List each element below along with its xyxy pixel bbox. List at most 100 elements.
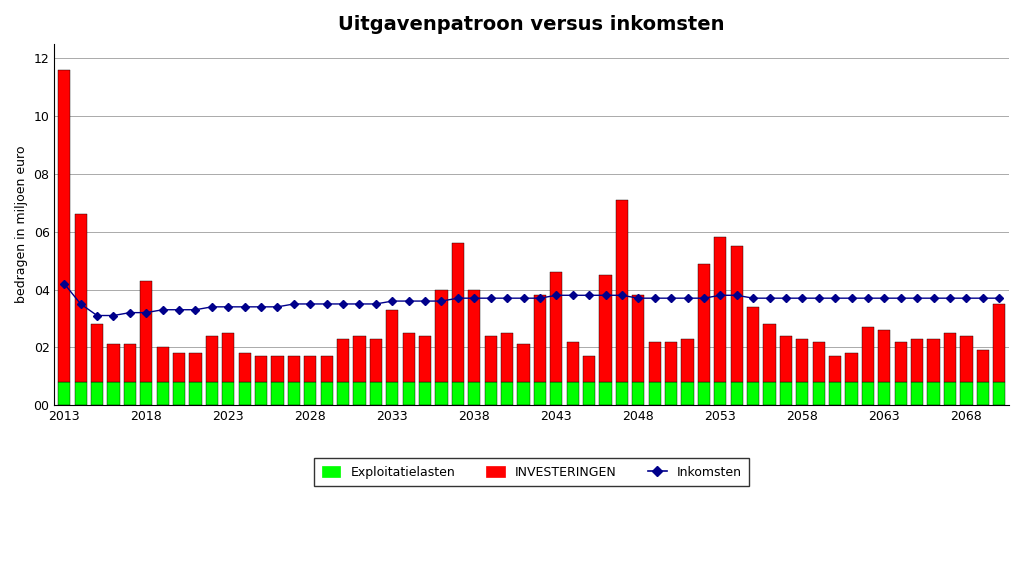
Bar — [452, 382, 464, 405]
Bar — [124, 344, 136, 382]
Bar — [746, 307, 759, 382]
Bar — [140, 281, 153, 382]
Bar — [846, 382, 858, 405]
Bar — [665, 341, 677, 382]
Bar — [632, 295, 644, 382]
Bar — [648, 382, 660, 405]
Bar — [386, 382, 398, 405]
Bar — [977, 350, 989, 382]
Bar — [353, 382, 366, 405]
Bar — [550, 382, 562, 405]
Legend: Exploitatielasten, INVESTERINGEN, Inkomsten: Exploitatielasten, INVESTERINGEN, Inkoms… — [314, 458, 750, 486]
Bar — [222, 333, 234, 382]
Bar — [501, 382, 513, 405]
Line: Inkomsten: Inkomsten — [61, 281, 1002, 319]
Y-axis label: bedragen in miljoen euro: bedragen in miljoen euro — [15, 146, 28, 303]
Bar — [993, 304, 1006, 382]
Bar — [484, 382, 497, 405]
Bar — [288, 382, 300, 405]
Bar — [879, 330, 891, 382]
Bar — [206, 336, 218, 382]
Bar — [599, 275, 611, 382]
Bar — [468, 382, 480, 405]
Bar — [730, 382, 742, 405]
Bar — [468, 290, 480, 382]
Bar — [370, 339, 382, 382]
Title: Uitgavenpatroon versus inkomsten: Uitgavenpatroon versus inkomsten — [339, 15, 725, 34]
Bar — [222, 382, 234, 405]
Bar — [730, 246, 742, 382]
Bar — [780, 382, 793, 405]
Bar — [550, 272, 562, 382]
Bar — [108, 344, 120, 382]
Bar — [189, 353, 202, 382]
Bar — [746, 382, 759, 405]
Bar — [337, 339, 349, 382]
Inkomsten — [91, 312, 103, 319]
Bar — [797, 339, 809, 382]
Bar — [517, 382, 529, 405]
Bar — [239, 382, 251, 405]
Bar — [599, 382, 611, 405]
Bar — [402, 333, 415, 382]
Bar — [961, 382, 973, 405]
Bar — [632, 382, 644, 405]
Bar — [583, 382, 595, 405]
Bar — [321, 356, 333, 382]
Bar — [714, 237, 726, 382]
Bar — [239, 353, 251, 382]
Bar — [255, 356, 267, 382]
Bar — [846, 353, 858, 382]
Bar — [157, 382, 169, 405]
Bar — [895, 382, 907, 405]
Inkomsten — [58, 281, 71, 287]
Bar — [91, 382, 103, 405]
Bar — [829, 356, 842, 382]
Bar — [402, 382, 415, 405]
Inkomsten — [697, 295, 710, 302]
Bar — [977, 382, 989, 405]
Bar — [271, 382, 284, 405]
Bar — [763, 382, 776, 405]
Bar — [566, 382, 579, 405]
Bar — [862, 382, 874, 405]
Bar — [879, 382, 891, 405]
Bar — [58, 382, 71, 405]
Bar — [615, 200, 628, 382]
Bar — [911, 339, 924, 382]
Bar — [75, 382, 87, 405]
Bar — [337, 382, 349, 405]
Bar — [304, 382, 316, 405]
Bar — [386, 310, 398, 382]
Bar — [58, 70, 71, 382]
Bar — [419, 382, 431, 405]
Bar — [255, 382, 267, 405]
Bar — [714, 382, 726, 405]
Bar — [961, 336, 973, 382]
Bar — [108, 382, 120, 405]
Bar — [697, 264, 710, 382]
Bar — [124, 382, 136, 405]
Bar — [829, 382, 842, 405]
Bar — [288, 356, 300, 382]
Bar — [862, 327, 874, 382]
Bar — [140, 382, 153, 405]
Bar — [189, 382, 202, 405]
Inkomsten — [862, 295, 874, 302]
Bar — [206, 382, 218, 405]
Bar — [484, 336, 497, 382]
Bar — [615, 382, 628, 405]
Bar — [665, 382, 677, 405]
Bar — [993, 382, 1006, 405]
Bar — [501, 333, 513, 382]
Bar — [944, 382, 956, 405]
Bar — [566, 341, 579, 382]
Bar — [353, 336, 366, 382]
Bar — [75, 214, 87, 382]
Bar — [780, 336, 793, 382]
Bar — [534, 382, 546, 405]
Bar — [435, 382, 447, 405]
Bar — [173, 353, 185, 382]
Bar — [813, 382, 825, 405]
Bar — [452, 243, 464, 382]
